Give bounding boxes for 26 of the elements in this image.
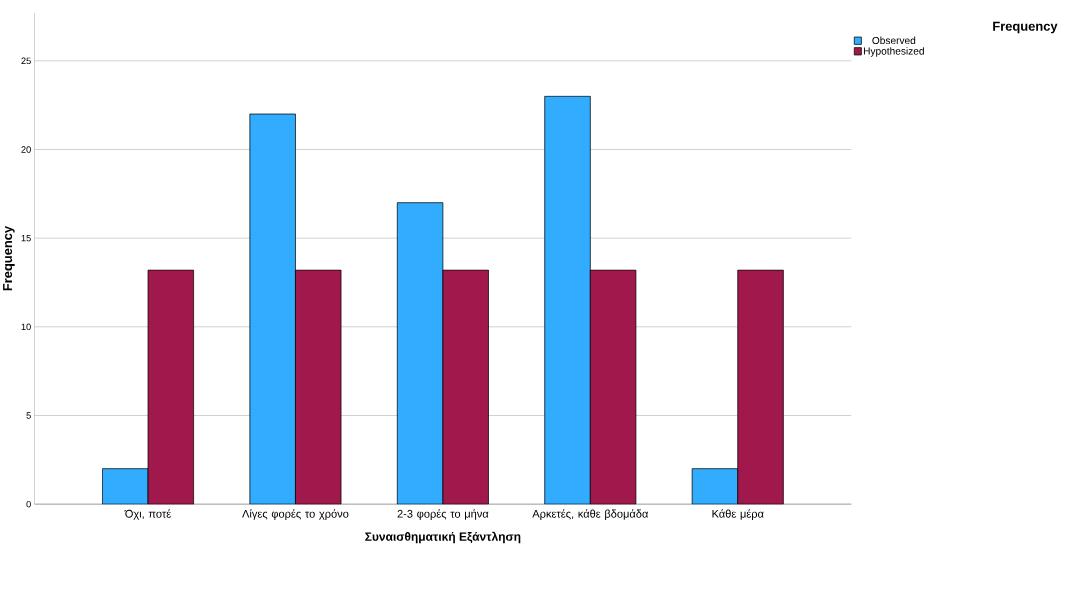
x-tick-label: 2-3 φορές το μήνα: [397, 509, 489, 520]
y-tick-label: 0: [26, 500, 31, 508]
y-tick-label: 15: [21, 235, 31, 242]
y-tick-label: 20: [21, 146, 31, 153]
bar: [147, 269, 194, 505]
x-tick-label: Κάθε μέρα: [712, 509, 764, 520]
bar: [442, 269, 489, 505]
bar: [249, 113, 296, 505]
bar: [589, 269, 637, 505]
y-tick-label: 5: [26, 412, 31, 419]
bar: [737, 269, 784, 505]
bar: [295, 269, 342, 505]
x-tick-label: Αρκετές, κάθε βδομάδα: [532, 509, 649, 520]
legend-label: Hypothesized: [863, 47, 924, 57]
bar: [102, 468, 149, 505]
y-tick-label: 10: [21, 323, 31, 331]
x-tick-label: Λίγες φορές το χρόνο: [242, 509, 349, 520]
bar: [544, 95, 591, 505]
x-tick-label: Όχι, ποτέ: [124, 509, 171, 520]
y-tick-label: 25: [21, 57, 31, 65]
bar: [691, 468, 739, 505]
legend-label: Observed: [872, 36, 916, 45]
y-axis-title: Frequency: [3, 226, 15, 291]
x-axis-title: Συναισθηματική Εξάντληση: [365, 531, 521, 544]
legend-title: Frequency: [993, 21, 1058, 34]
bar: [396, 202, 444, 505]
